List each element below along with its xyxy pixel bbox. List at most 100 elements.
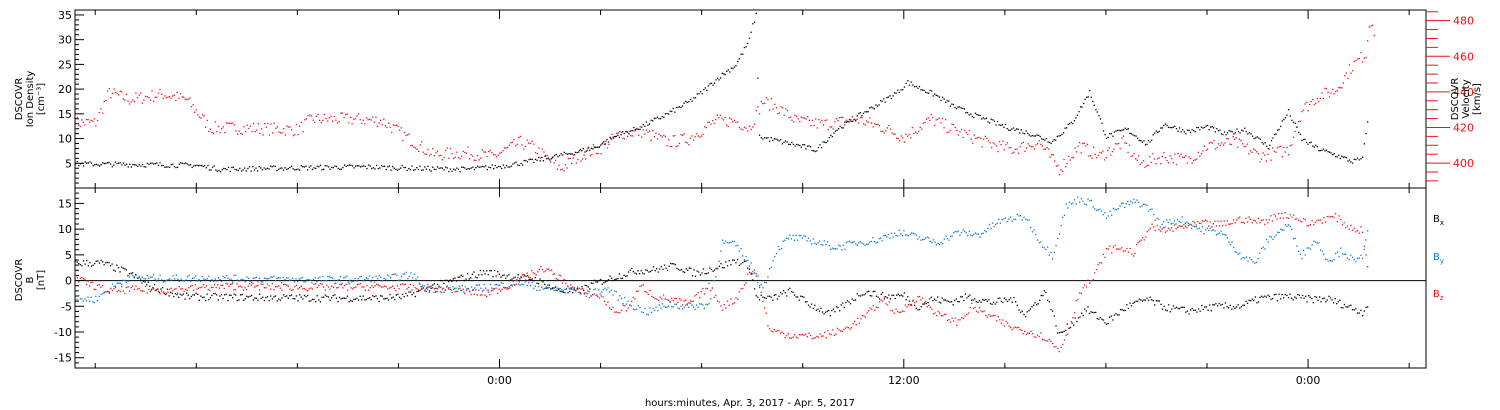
Bx-point [244, 298, 246, 300]
By-point [140, 278, 142, 280]
Bx-point [1146, 297, 1148, 299]
Bz-point [457, 288, 460, 290]
velocity-point [797, 118, 799, 120]
Bx-point [1073, 324, 1075, 326]
density-point [555, 153, 557, 156]
Bz-point [627, 307, 629, 309]
By-point [551, 287, 554, 289]
density-point [1092, 100, 1094, 103]
Bz-point [713, 296, 715, 298]
density-point [565, 152, 567, 155]
Bx-point [1278, 293, 1280, 295]
velocity-point [572, 157, 574, 159]
Bz-point [1245, 217, 1247, 219]
Bz-point [784, 337, 786, 339]
By-point [917, 238, 919, 240]
Bx-point [1355, 308, 1357, 310]
Bz-point [1024, 330, 1026, 332]
Bx-point [1127, 307, 1129, 310]
density-point [196, 164, 198, 166]
Bz-point [225, 282, 227, 285]
By-point [397, 279, 400, 281]
density-point [606, 138, 608, 141]
velocity-point [1208, 142, 1210, 144]
velocity-point [617, 132, 619, 134]
velocity-point [622, 137, 624, 139]
Bz-point [295, 284, 298, 286]
Bz-point [895, 308, 897, 310]
density-point [282, 169, 285, 171]
density-point [311, 168, 314, 171]
Bz-point [367, 289, 370, 291]
Bx-point [354, 298, 356, 300]
density-point [656, 116, 659, 118]
density-point [720, 77, 722, 79]
velocity-point [796, 115, 798, 117]
Bz-point [430, 285, 432, 287]
Bx-point [1071, 322, 1073, 324]
Bx-point [1267, 294, 1269, 296]
By-point [703, 307, 705, 309]
Bx-point [1043, 290, 1045, 292]
velocity-point [1127, 151, 1129, 154]
velocity-point [102, 112, 104, 114]
velocity-point [1110, 154, 1112, 156]
By-point [946, 237, 949, 240]
By-point [132, 274, 134, 277]
velocity-point [237, 133, 239, 135]
density-point [780, 139, 782, 141]
Bx-point [1101, 318, 1103, 320]
density-point [1140, 140, 1142, 142]
velocity-point [435, 151, 437, 154]
density-point [1095, 109, 1097, 111]
Bx-point [251, 294, 253, 297]
Bz-point [695, 293, 698, 296]
velocity-point [840, 116, 842, 118]
By-point [1278, 231, 1280, 234]
density-point [274, 165, 277, 168]
Bx-point [1199, 310, 1201, 312]
density-point [1200, 126, 1203, 128]
Bz-point [316, 286, 318, 289]
Bz-point [356, 284, 358, 286]
By-point [725, 240, 727, 242]
velocity-point [1227, 138, 1229, 140]
By-point [1195, 226, 1197, 228]
density-point [459, 171, 461, 173]
velocity-point [738, 126, 740, 129]
density-point [805, 148, 807, 150]
Bz-point [1148, 229, 1150, 231]
velocity-point [1229, 143, 1231, 145]
density-point [758, 134, 761, 136]
By-point [246, 276, 248, 278]
density-point [366, 167, 368, 170]
By-point [1166, 219, 1168, 221]
velocity-point [222, 126, 224, 128]
density-point [760, 137, 762, 139]
velocity-point [286, 125, 288, 127]
velocity-point [531, 140, 533, 142]
Bz-point [79, 277, 81, 279]
Bz-point [476, 294, 478, 296]
By-point [920, 239, 922, 241]
Bz-point [307, 290, 309, 292]
By-point [866, 243, 868, 245]
density-point [1347, 160, 1349, 162]
velocity-point [375, 116, 377, 119]
Bx-point [232, 297, 234, 299]
Bx-point [440, 279, 442, 282]
velocity-point [900, 135, 902, 137]
Bx-point [1123, 309, 1125, 312]
velocity-point [502, 150, 504, 152]
Bx-point [254, 297, 256, 299]
y-tick-label: -10 [54, 326, 72, 339]
density-point [1107, 136, 1109, 139]
By-point [1045, 248, 1047, 251]
By-point [489, 283, 491, 285]
density-point [1113, 131, 1115, 133]
Bz-point [674, 297, 676, 300]
By-point [1306, 247, 1308, 249]
Bx-point [128, 273, 131, 275]
By-point [1170, 223, 1172, 225]
density-point [236, 169, 238, 171]
